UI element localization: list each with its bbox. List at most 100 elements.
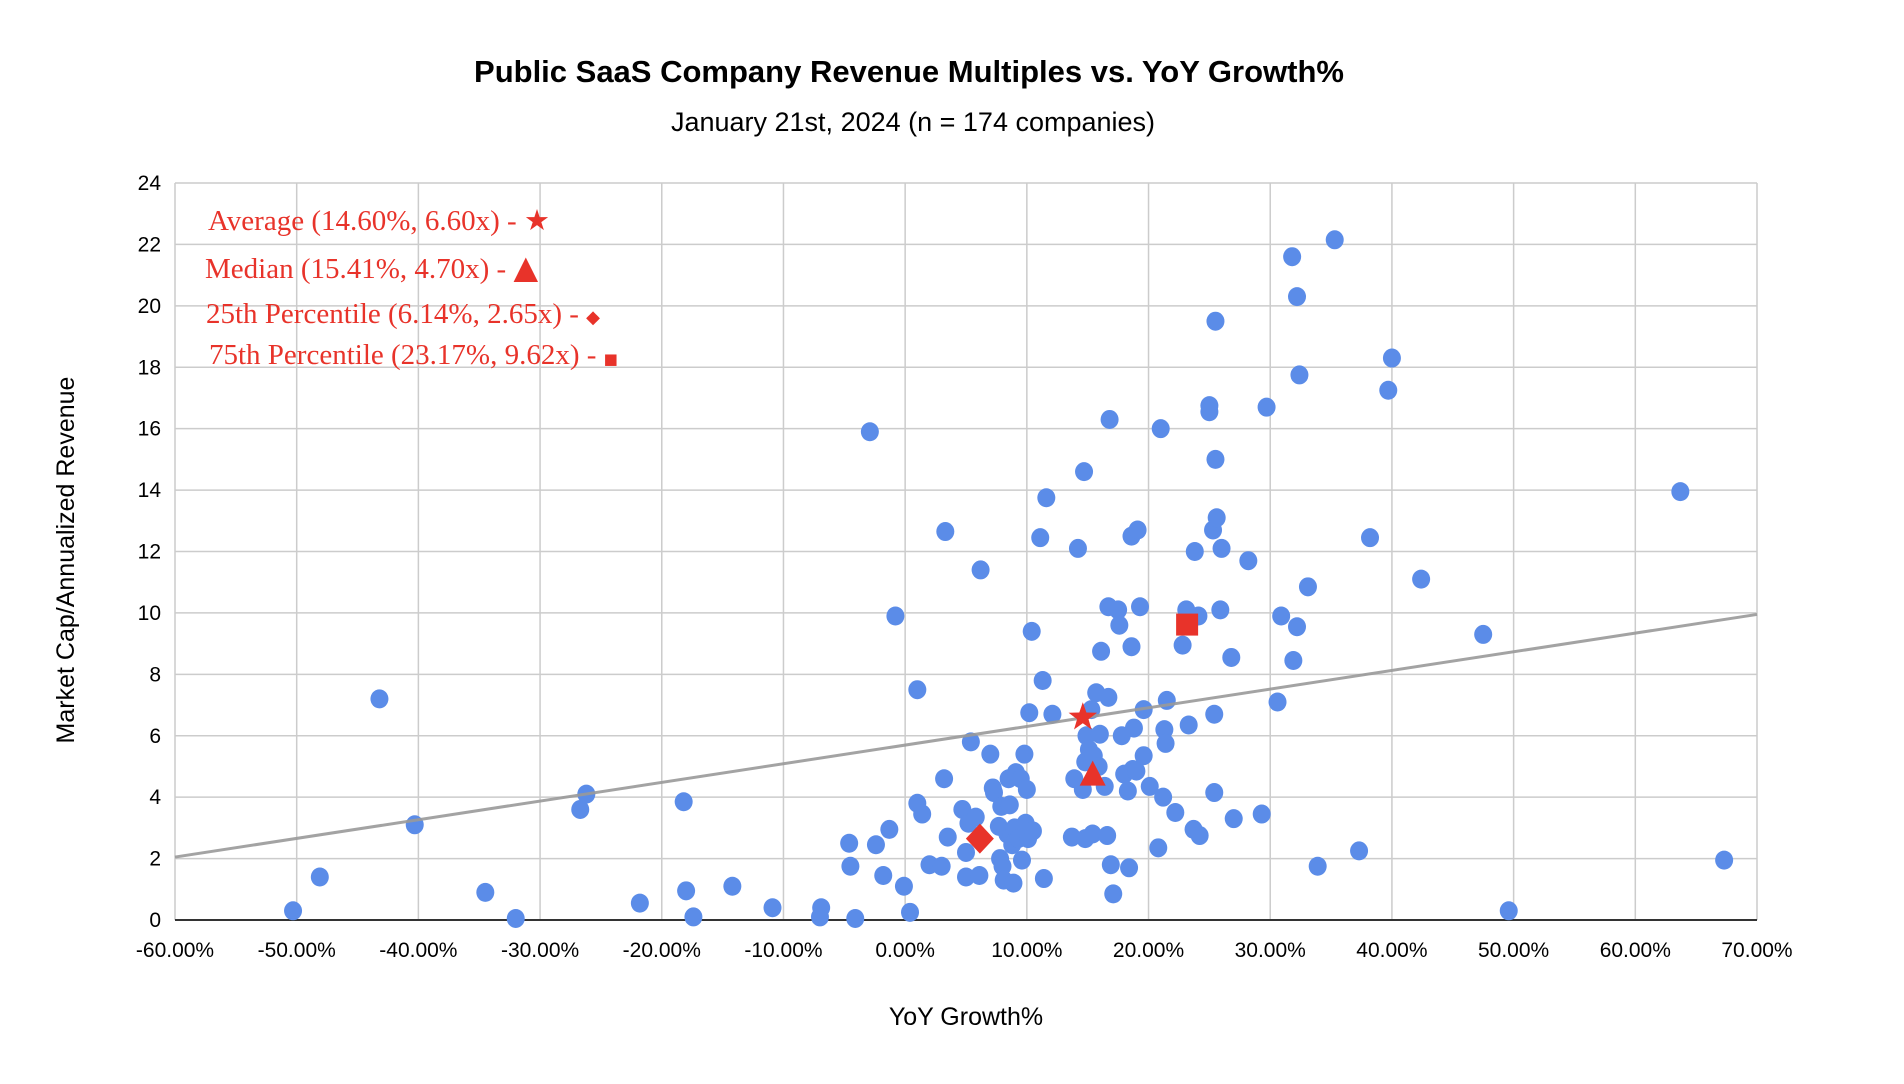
x-tick-labels: -60.00% -50.00% -40.00% -30.00% -20.00% -10.0… [136, 939, 1793, 962]
data-point [1361, 528, 1380, 548]
annotation-diamond: 25th Percentile (6.14%, 2.65x) - ◆ [206, 298, 600, 330]
data-point [1272, 606, 1291, 626]
data-point [1100, 409, 1119, 429]
data-point [284, 901, 303, 921]
data-point [1092, 641, 1111, 661]
data-point [908, 680, 927, 700]
annotation-star: Average (14.60%, 6.60x) - ★ [208, 203, 550, 237]
square-icon: ■ [604, 350, 618, 368]
data-point [894, 876, 913, 896]
data-point [1257, 397, 1276, 417]
data-point [1222, 647, 1241, 667]
x-tick-label: 40.00% [1356, 939, 1427, 962]
data-point [1206, 311, 1225, 331]
x-tick-label: -60.00% [136, 939, 214, 962]
data-point [1185, 542, 1204, 561]
y-tick-label: 4 [149, 786, 161, 809]
data-point [1140, 776, 1159, 796]
x-axis-label: YoY Growth% [889, 1003, 1043, 1031]
data-point [1062, 827, 1081, 847]
data-point [1298, 577, 1317, 597]
annotation-label: Average (14.60%, 6.60x) - [208, 205, 524, 237]
data-point [993, 856, 1012, 876]
data-point [506, 908, 525, 928]
diamond-icon: ◆ [586, 307, 600, 328]
data-point [1023, 821, 1042, 841]
average-star-marker [1068, 702, 1098, 730]
data-point [1283, 247, 1302, 267]
annotation-label: Median (15.41%, 4.70x) - [205, 253, 513, 285]
data-point [938, 827, 957, 847]
data-point [1207, 508, 1226, 528]
data-point [1122, 637, 1141, 657]
data-point [1212, 538, 1231, 558]
data-point [1101, 855, 1120, 875]
data-point [901, 902, 920, 922]
y-axis-label: Market Cap/Annualized Revenue [52, 377, 80, 744]
highlight-markers [965, 613, 1199, 854]
x-tick-label: -20.00% [623, 939, 701, 962]
data-point [1154, 787, 1173, 807]
data-point [1034, 869, 1053, 889]
data-point [984, 783, 1003, 803]
data-point [1017, 779, 1036, 799]
data-point [674, 792, 693, 812]
annotation-label: 75th Percentile (23.17%, 9.62x) - [209, 339, 604, 371]
data-point [1288, 617, 1307, 637]
data-point [1308, 856, 1327, 876]
data-point [1022, 621, 1041, 641]
y-tick-label: 20 [138, 295, 161, 318]
data-point [630, 893, 649, 913]
x-tick-label: 50.00% [1478, 939, 1549, 962]
data-point [860, 422, 879, 442]
data-point [1412, 569, 1431, 589]
y-tick-label: 18 [138, 356, 161, 379]
chart-subtitle: January 21st, 2024 (n = 174 companies) [671, 107, 1155, 137]
data-point [970, 865, 989, 885]
y-tick-label: 8 [149, 663, 161, 686]
data-point [1715, 850, 1734, 870]
data-point [957, 842, 975, 862]
x-tick-label: -40.00% [379, 939, 457, 962]
data-point [966, 807, 985, 827]
data-point [1134, 746, 1153, 766]
data-point [1206, 449, 1225, 469]
data-point [1083, 824, 1102, 844]
x-tick-label: 70.00% [1721, 939, 1792, 962]
x-tick-label: 0.00% [875, 939, 935, 962]
y-tick-label: 6 [149, 725, 161, 748]
data-point [936, 522, 955, 542]
data-point [1268, 692, 1287, 712]
data-point [1015, 744, 1034, 764]
data-point [981, 744, 1000, 764]
data-point [677, 881, 696, 901]
data-point [1004, 873, 1023, 893]
data-point [841, 856, 860, 876]
data-point [1090, 724, 1109, 744]
y-tick-label: 0 [149, 909, 161, 932]
annotation-square: 75th Percentile (23.17%, 9.62x) - ■ [209, 339, 618, 371]
data-point [1128, 520, 1147, 540]
data-point [1671, 482, 1690, 502]
y-tick-label: 22 [138, 233, 161, 256]
trendline [174, 612, 1758, 859]
data-point [684, 907, 703, 927]
data-point [1290, 365, 1309, 385]
data-point [1499, 901, 1518, 921]
annotations: Average (14.60%, 6.60x) - ★ Median (15.41… [205, 203, 618, 371]
data-point [1149, 838, 1168, 858]
data-point [1325, 230, 1344, 250]
data-point [1127, 761, 1146, 781]
data-point [763, 898, 782, 918]
data-point [866, 835, 885, 855]
x-tick-label: 10.00% [991, 939, 1062, 962]
x-tick-label: 30.00% [1235, 939, 1306, 962]
y-tick-label: 24 [138, 172, 162, 195]
chart-title: Public SaaS Company Revenue Multiples vs… [474, 54, 1344, 89]
data-point [1211, 600, 1230, 620]
data-point [1379, 380, 1398, 400]
y-tick-label: 2 [149, 848, 161, 871]
data-point [840, 833, 859, 853]
